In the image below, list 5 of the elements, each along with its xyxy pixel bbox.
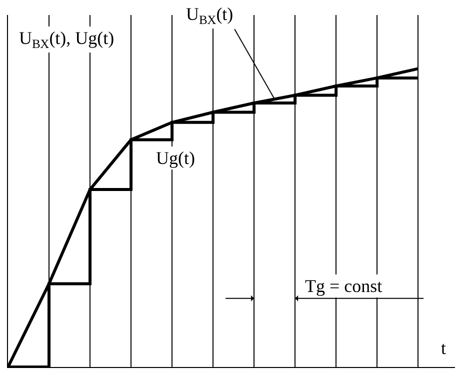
x-axis-title: t bbox=[441, 338, 446, 358]
text: U$_{ВХ}$(t) bbox=[186, 4, 234, 27]
y-axis-title: U$_{ВХ}$(t), Ug(t) bbox=[19, 28, 114, 51]
annotation: Tg = const bbox=[305, 276, 382, 296]
series-label: Ug(t) bbox=[156, 148, 195, 168]
